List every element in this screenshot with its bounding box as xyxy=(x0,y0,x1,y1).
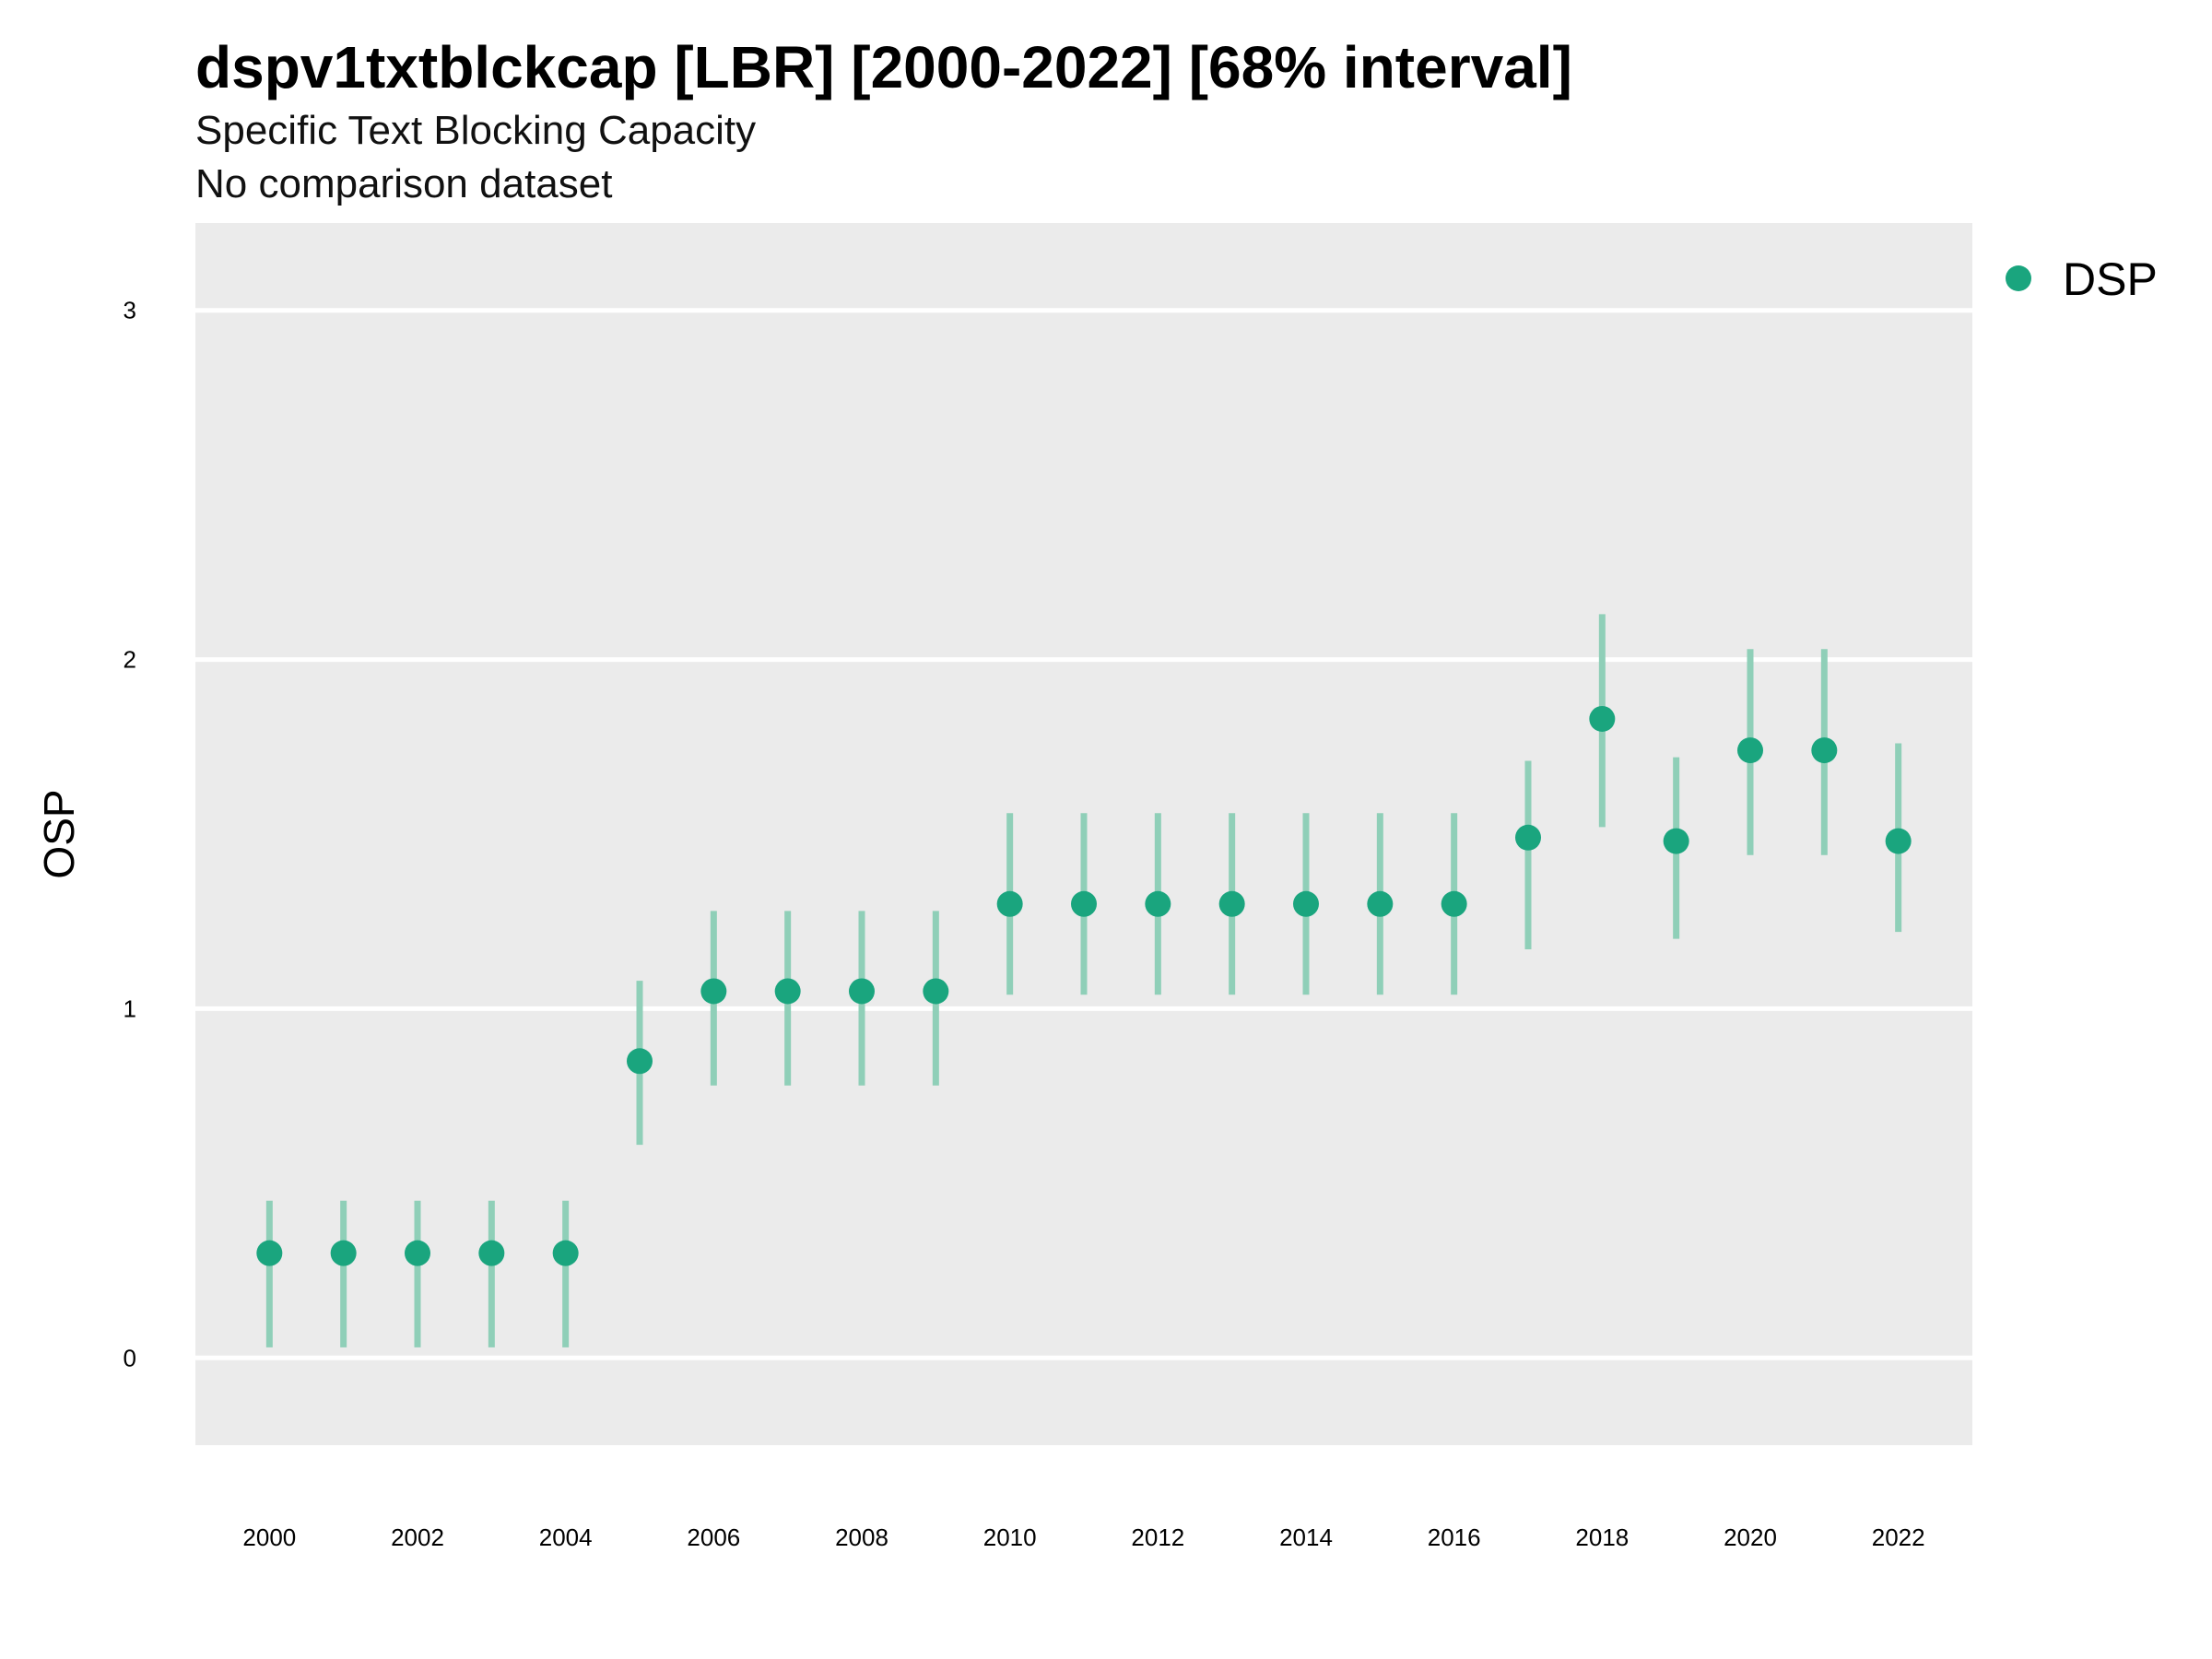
y-axis-ticks: 0 1 2 3 xyxy=(124,297,136,1372)
data-point xyxy=(1218,890,1245,917)
legend: DSP xyxy=(2006,253,2158,305)
data-point xyxy=(1071,890,1097,917)
data-point xyxy=(1885,828,1912,854)
data-point xyxy=(1441,890,1467,917)
x-tick-label: 2018 xyxy=(1575,1524,1629,1551)
data-point xyxy=(1589,705,1616,732)
data-point xyxy=(478,1240,505,1266)
x-tick-label: 2010 xyxy=(983,1524,1037,1551)
chart-title: dspv1txtblckcap [LBR] [2000-2022] [68% i… xyxy=(195,34,1572,100)
data-point xyxy=(1663,828,1689,854)
y-tick-label: 2 xyxy=(124,646,136,674)
data-point xyxy=(1293,890,1319,917)
x-tick-label: 2016 xyxy=(1428,1524,1481,1551)
data-point xyxy=(1367,890,1394,917)
data-point xyxy=(1737,737,1763,764)
data-point xyxy=(774,978,801,1005)
x-tick-label: 2008 xyxy=(835,1524,888,1551)
data-points xyxy=(256,705,1912,1266)
x-tick-label: 2002 xyxy=(391,1524,444,1551)
data-point xyxy=(1145,890,1171,917)
data-point xyxy=(996,890,1023,917)
data-point xyxy=(1811,737,1838,764)
legend-label: DSP xyxy=(2063,253,2158,305)
gridlines xyxy=(195,308,1972,1360)
chart-subtitle: Specific Text Blocking Capacity xyxy=(195,108,756,153)
data-point xyxy=(330,1240,357,1266)
data-point xyxy=(923,978,949,1005)
legend-marker xyxy=(2006,265,2031,291)
y-axis-label: OSP xyxy=(35,789,83,878)
data-point xyxy=(256,1240,283,1266)
x-tick-label: 2004 xyxy=(539,1524,593,1551)
data-point xyxy=(1515,824,1541,851)
chart-subtitle-2: No comparison dataset xyxy=(195,161,612,206)
x-tick-label: 2014 xyxy=(1279,1524,1333,1551)
data-point xyxy=(849,978,875,1005)
x-tick-label: 2022 xyxy=(1872,1524,1925,1551)
data-point xyxy=(552,1240,579,1266)
data-point xyxy=(627,1048,653,1075)
x-tick-label: 2020 xyxy=(1724,1524,1777,1551)
x-tick-label: 2012 xyxy=(1131,1524,1184,1551)
y-tick-label: 0 xyxy=(124,1344,136,1371)
y-tick-label: 3 xyxy=(124,297,136,324)
data-point xyxy=(700,978,727,1005)
x-tick-label: 2000 xyxy=(242,1524,296,1551)
x-axis-ticks: 2000 2002 2004 2006 2008 2010 2012 2014 2016 2018… xyxy=(242,1524,1924,1551)
x-tick-label: 2006 xyxy=(687,1524,740,1551)
y-tick-label: 1 xyxy=(124,994,136,1022)
data-point xyxy=(405,1240,430,1266)
